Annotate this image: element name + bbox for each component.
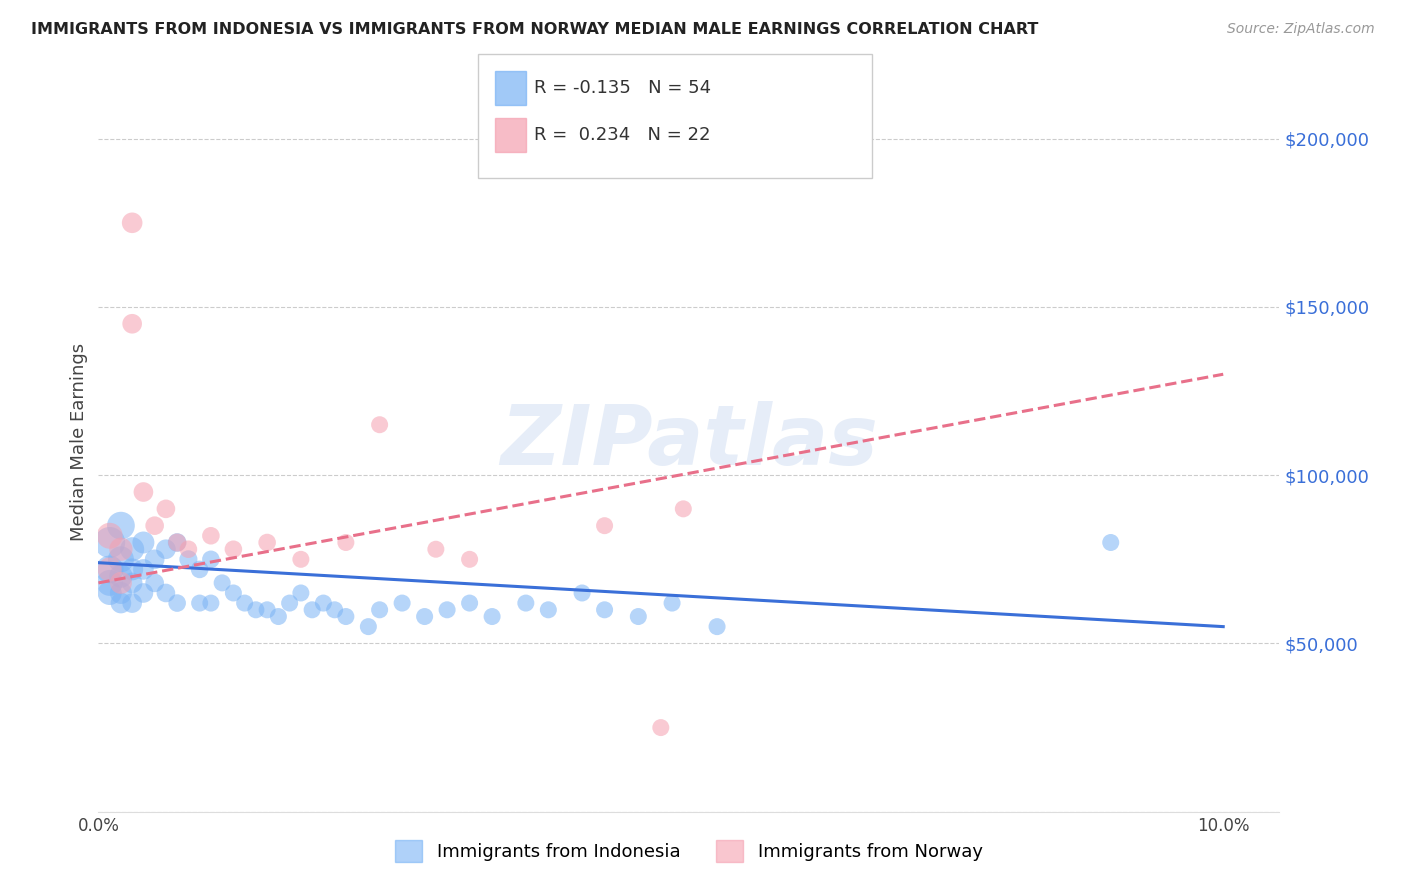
Point (200, 529, 222, 543)
Point (110, 586, 132, 600)
Point (650, 721, 672, 735)
Point (121, 562, 143, 576)
Point (132, 562, 155, 576)
Point (245, 603, 267, 617)
Point (301, 603, 323, 617)
Point (132, 535, 155, 549)
Point (593, 603, 616, 617)
Point (188, 596, 211, 610)
Point (200, 596, 222, 610)
Point (571, 586, 593, 600)
Point (166, 535, 188, 549)
Point (121, 542, 143, 557)
Point (335, 535, 357, 549)
Point (323, 603, 346, 617)
Point (177, 542, 200, 557)
Point (593, 518, 616, 533)
Point (391, 596, 413, 610)
Point (132, 586, 155, 600)
Point (121, 575, 143, 590)
Point (211, 575, 233, 590)
Point (200, 552, 222, 566)
Point (458, 596, 481, 610)
Text: R = -0.135   N = 54: R = -0.135 N = 54 (534, 79, 711, 97)
Point (110, 569, 132, 583)
Legend: Immigrants from Indonesia, Immigrants from Norway: Immigrants from Indonesia, Immigrants fr… (388, 833, 990, 870)
Point (98, 529, 121, 543)
Point (188, 562, 211, 576)
Point (110, 596, 132, 610)
Point (290, 552, 312, 566)
Point (267, 609, 290, 624)
Point (121, 317, 143, 331)
Point (110, 542, 132, 557)
Point (166, 596, 188, 610)
Point (368, 603, 391, 617)
Point (155, 542, 177, 557)
Point (537, 603, 560, 617)
Point (278, 596, 301, 610)
Point (98, 535, 121, 549)
Point (98, 562, 121, 576)
Point (515, 596, 537, 610)
Text: ZIPatlas: ZIPatlas (501, 401, 877, 482)
Point (413, 609, 436, 624)
Point (368, 417, 391, 432)
Point (290, 586, 312, 600)
Point (98, 562, 121, 576)
Point (110, 552, 132, 566)
Point (436, 603, 458, 617)
Point (481, 609, 503, 624)
Point (110, 518, 132, 533)
Point (121, 596, 143, 610)
Point (661, 596, 683, 610)
Point (132, 485, 155, 500)
Point (672, 501, 695, 516)
Point (357, 619, 380, 633)
Point (627, 609, 650, 624)
Point (110, 575, 132, 590)
Point (256, 535, 278, 549)
Point (143, 552, 166, 566)
Point (177, 552, 200, 566)
Point (425, 542, 447, 557)
Point (256, 603, 278, 617)
Text: IMMIGRANTS FROM INDONESIA VS IMMIGRANTS FROM NORWAY MEDIAN MALE EARNINGS CORRELA: IMMIGRANTS FROM INDONESIA VS IMMIGRANTS … (31, 22, 1038, 37)
Point (98, 586, 121, 600)
Point (706, 619, 728, 633)
Y-axis label: Median Male Earnings: Median Male Earnings (70, 343, 89, 541)
Text: R =  0.234   N = 22: R = 0.234 N = 22 (534, 126, 711, 144)
Point (143, 575, 166, 590)
Point (155, 501, 177, 516)
Point (166, 535, 188, 549)
Point (222, 542, 245, 557)
Point (1099, 535, 1122, 549)
Point (143, 518, 166, 533)
Point (121, 216, 143, 230)
Text: Source: ZipAtlas.com: Source: ZipAtlas.com (1227, 22, 1375, 37)
Point (233, 596, 256, 610)
Point (335, 609, 357, 624)
Point (155, 586, 177, 600)
Point (98, 575, 121, 590)
Point (458, 552, 481, 566)
Point (312, 596, 335, 610)
Point (222, 586, 245, 600)
